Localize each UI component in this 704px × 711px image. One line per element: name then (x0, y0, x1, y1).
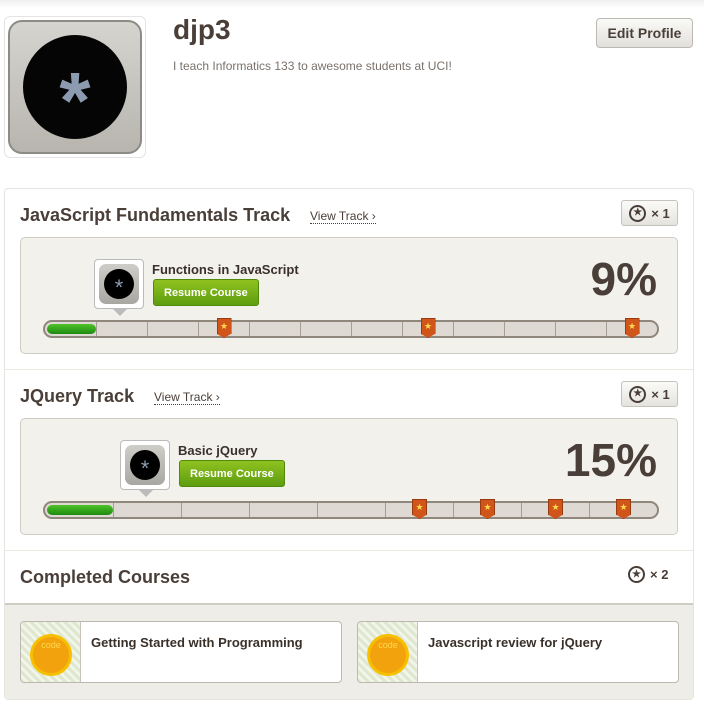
progress-segment-divider (521, 503, 522, 517)
badge-count: × 2 (650, 567, 669, 582)
progress-bar: ★ ★ ★ ★ (43, 499, 659, 519)
tracks-panel: JavaScript Fundamentals Track View Track… (4, 188, 694, 700)
course-name: Getting Started with Programming (91, 635, 303, 650)
track-badge: ★ × 1 (621, 381, 678, 407)
progress-segment-divider (249, 503, 250, 517)
progress-segment-divider (589, 503, 590, 517)
progress-percent: 15% (564, 434, 657, 486)
track-title: JQuery Track (20, 386, 135, 406)
track-progress-card: * Functions in JavaScript Resume Course … (20, 237, 678, 354)
progress-segment-divider (113, 503, 114, 517)
milestone-flag-icon: ★ (480, 499, 495, 519)
progress-segment-divider (317, 503, 318, 517)
progress-bar: ★ ★ ★ (43, 318, 659, 338)
course-name: Javascript review for jQuery (428, 635, 603, 650)
progress-fill (47, 505, 113, 515)
progress-segment-divider (606, 322, 607, 336)
track-badge: ★ × 1 (621, 200, 678, 226)
progress-segment-divider (555, 322, 556, 336)
progress-segment-divider (385, 503, 386, 517)
star-badge-icon: ★ (628, 566, 645, 583)
asterisk-icon: * (104, 269, 134, 300)
badge-count: × 1 (651, 386, 670, 402)
star-badge-icon: ★ (629, 385, 647, 403)
resume-course-button[interactable]: Resume Course (179, 460, 285, 487)
completed-course-card[interactable]: code Javascript review for jQuery (357, 621, 679, 683)
milestone-flag-icon: ★ (616, 499, 631, 519)
course-name: Basic jQuery (178, 443, 258, 458)
progress-segment-divider (147, 322, 148, 336)
code-badge-icon: code (367, 634, 409, 676)
course-icon: * (120, 440, 170, 497)
milestone-flag-icon: ★ (548, 499, 563, 519)
progress-segment-divider (249, 322, 250, 336)
progress-segment-divider (198, 322, 199, 336)
asterisk-icon: * (130, 450, 160, 481)
milestone-flag-icon: ★ (624, 318, 640, 338)
progress-segment-divider (453, 503, 454, 517)
completed-course-card[interactable]: code Getting Started with Programming (20, 621, 342, 683)
avatar: * (4, 16, 146, 158)
asterisk-icon: * (23, 35, 127, 141)
milestone-flag-icon: ★ (412, 499, 427, 519)
bio: I teach Informatics 133 to awesome stude… (173, 59, 452, 73)
view-track-link[interactable]: View Track › (154, 390, 220, 405)
progress-percent: 9% (590, 253, 657, 305)
track-title: JavaScript Fundamentals Track (20, 205, 291, 225)
progress-segment-divider (402, 322, 403, 336)
progress-segment-divider (504, 322, 505, 336)
top-shadow (0, 0, 704, 8)
progress-segment-divider (453, 322, 454, 336)
completed-courses-list: code Getting Started with Programming cod… (5, 603, 693, 699)
code-badge-icon: code (30, 634, 72, 676)
completed-title: Completed Courses (20, 567, 191, 587)
view-track-link[interactable]: View Track › (310, 209, 376, 224)
edit-profile-button[interactable]: Edit Profile (596, 18, 693, 48)
milestone-flag-icon: ★ (420, 318, 436, 338)
divider (5, 369, 693, 370)
badge-count: × 1 (651, 205, 670, 221)
resume-course-button[interactable]: Resume Course (153, 279, 259, 306)
progress-segment-divider (96, 322, 97, 336)
progress-segment-divider (300, 322, 301, 336)
star-badge-icon: ★ (629, 204, 647, 222)
divider (5, 550, 693, 551)
progress-segment-divider (351, 322, 352, 336)
milestone-flag-icon: ★ (216, 318, 232, 338)
progress-segment-divider (181, 503, 182, 517)
progress-fill (47, 324, 96, 334)
course-icon: * (94, 259, 144, 316)
completed-badge: ★ × 2 (628, 566, 668, 583)
username: djp3 (173, 14, 231, 45)
course-name: Functions in JavaScript (152, 262, 299, 277)
track-progress-card: * Basic jQuery Resume Course 15% ★ ★ ★ ★ (20, 418, 678, 535)
